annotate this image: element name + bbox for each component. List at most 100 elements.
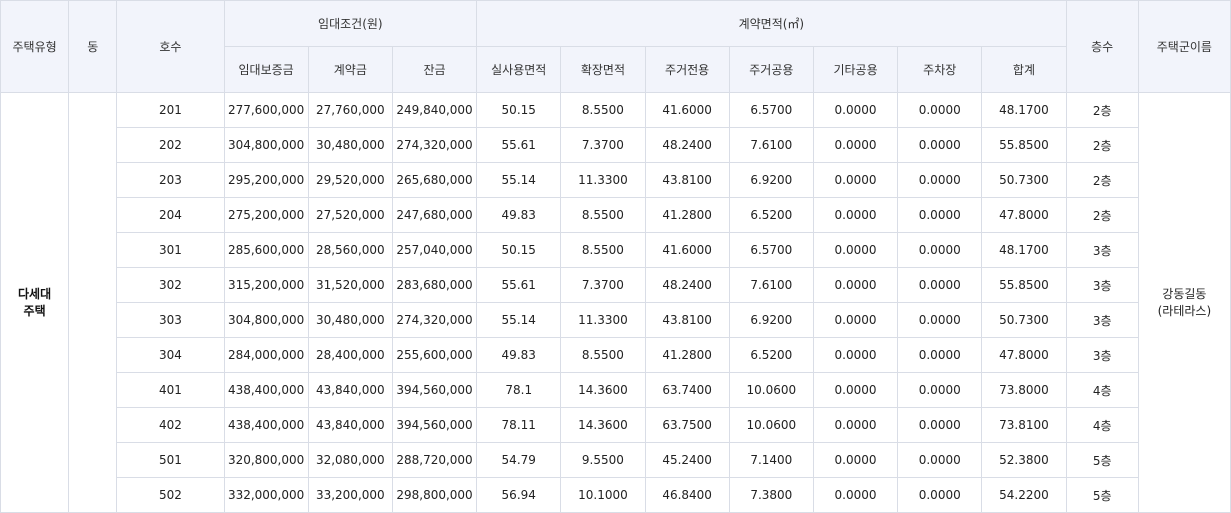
unit-number-cell: 502 [116, 477, 225, 513]
deposit-cell: 438,400,000 [223, 372, 309, 408]
balance-cell: 274,320,000 [391, 302, 478, 338]
unit-number-cell: 402 [116, 407, 225, 443]
floor-cell: 4층 [1065, 407, 1139, 443]
dong-cell [68, 92, 118, 513]
header-actual-area: 실사용면적 [476, 46, 562, 93]
actual-area-cell: 55.14 [476, 302, 562, 338]
table-row: 203 295,200,000 29,520,000 265,680,000 55.14… [1, 162, 1231, 198]
complex-name-cell: 강동길동 (라테라스) [1137, 92, 1231, 513]
floor-cell: 2층 [1065, 162, 1139, 198]
extension-area-cell: 14.3600 [560, 407, 646, 443]
common-area-cell: 6.9200 [728, 162, 814, 198]
unit-number-cell: 203 [116, 162, 225, 198]
private-area-cell: 41.2800 [644, 337, 730, 373]
unit-number-cell: 301 [116, 232, 225, 268]
deposit-cell: 277,600,000 [223, 92, 309, 128]
contract-fee-cell: 27,520,000 [307, 197, 393, 233]
contract-fee-cell: 28,560,000 [307, 232, 393, 268]
table-row: 다세대 주택 201 277,600,000 27,760,000 249,840,000… [0, 92, 1231, 513]
floor-cell: 3층 [1065, 267, 1139, 303]
header-lease-conditions: 임대조건(원) [223, 0, 478, 47]
total-area-cell: 52.3800 [981, 442, 1067, 478]
other-common-cell: 0.0000 [812, 407, 899, 443]
balance-cell: 298,800,000 [391, 477, 478, 513]
balance-cell: 257,040,000 [391, 232, 478, 268]
floor-cell: 4층 [1065, 372, 1139, 408]
floor-cell: 3층 [1065, 232, 1139, 268]
total-area-cell: 54.2200 [981, 477, 1067, 513]
table-body: 다세대 주택 201 277,600,000 27,760,000 249,840,000… [0, 92, 1231, 513]
contract-fee-cell: 29,520,000 [307, 162, 393, 198]
parking-cell: 0.0000 [897, 197, 983, 233]
parking-cell: 0.0000 [897, 302, 983, 338]
total-area-cell: 73.8100 [981, 407, 1067, 443]
header-parking: 주차장 [897, 46, 983, 93]
table-row: 304 284,000,000 28,400,000 255,600,000 49.83… [1, 337, 1231, 373]
other-common-cell: 0.0000 [812, 162, 899, 198]
private-area-cell: 46.8400 [644, 477, 730, 513]
total-area-cell: 47.8000 [981, 197, 1067, 233]
deposit-cell: 438,400,000 [223, 407, 309, 443]
balance-cell: 394,560,000 [391, 372, 478, 408]
common-area-cell: 7.1400 [728, 442, 814, 478]
contract-fee-cell: 32,080,000 [307, 442, 393, 478]
unit-number-cell: 202 [116, 127, 225, 163]
floor-cell: 5층 [1065, 442, 1139, 478]
private-area-cell: 41.2800 [644, 197, 730, 233]
balance-cell: 249,840,000 [391, 92, 478, 128]
other-common-cell: 0.0000 [812, 477, 899, 513]
parking-cell: 0.0000 [897, 442, 983, 478]
common-area-cell: 7.3800 [728, 477, 814, 513]
other-common-cell: 0.0000 [812, 232, 899, 268]
contract-fee-cell: 31,520,000 [307, 267, 393, 303]
other-common-cell: 0.0000 [812, 197, 899, 233]
other-common-cell: 0.0000 [812, 92, 899, 128]
parking-cell: 0.0000 [897, 127, 983, 163]
table-row: 402 438,400,000 43,840,000 394,560,000 78.11… [1, 407, 1231, 443]
parking-cell: 0.0000 [897, 407, 983, 443]
header-complex-name: 주택군이름 [1137, 0, 1231, 93]
header-balance: 잔금 [391, 46, 478, 93]
table-header: 주택유형 동 호수 임대조건(원) 계약면적(㎡) 층수 주택군이름 임대보증금… [0, 0, 1231, 93]
parking-cell: 0.0000 [897, 477, 983, 513]
other-common-cell: 0.0000 [812, 302, 899, 338]
private-area-cell: 63.7500 [644, 407, 730, 443]
unit-number-cell: 204 [116, 197, 225, 233]
balance-cell: 265,680,000 [391, 162, 478, 198]
floor-cell: 2층 [1065, 197, 1139, 233]
parking-cell: 0.0000 [897, 372, 983, 408]
table-row: 401 438,400,000 43,840,000 394,560,000 78.1 1… [1, 372, 1231, 408]
actual-area-cell: 49.83 [476, 197, 562, 233]
private-area-cell: 43.8100 [644, 162, 730, 198]
extension-area-cell: 10.1000 [560, 477, 646, 513]
contract-fee-cell: 30,480,000 [307, 127, 393, 163]
floor-cell: 2층 [1065, 127, 1139, 163]
actual-area-cell: 50.15 [476, 92, 562, 128]
deposit-cell: 295,200,000 [223, 162, 309, 198]
balance-cell: 288,720,000 [391, 442, 478, 478]
floor-cell: 3층 [1065, 302, 1139, 338]
common-area-cell: 6.5700 [728, 92, 814, 128]
header-deposit: 임대보증금 [223, 46, 309, 93]
actual-area-cell: 49.83 [476, 337, 562, 373]
header-contract-area: 계약면적(㎡) [476, 0, 1067, 47]
extension-area-cell: 8.5500 [560, 232, 646, 268]
deposit-cell: 304,800,000 [223, 302, 309, 338]
header-other-common: 기타공용 [812, 46, 899, 93]
header-common-area: 주거공용 [728, 46, 814, 93]
extension-area-cell: 8.5500 [560, 92, 646, 128]
unit-number-cell: 302 [116, 267, 225, 303]
actual-area-cell: 55.61 [476, 127, 562, 163]
actual-area-cell: 78.11 [476, 407, 562, 443]
private-area-cell: 45.2400 [644, 442, 730, 478]
private-area-cell: 63.7400 [644, 372, 730, 408]
table-row: 501 320,800,000 32,080,000 288,720,000 54.79… [1, 442, 1231, 478]
total-area-cell: 48.1700 [981, 232, 1067, 268]
extension-area-cell: 11.3300 [560, 162, 646, 198]
balance-cell: 247,680,000 [391, 197, 478, 233]
header-private-area: 주거전용 [644, 46, 730, 93]
private-area-cell: 43.8100 [644, 302, 730, 338]
deposit-cell: 320,800,000 [223, 442, 309, 478]
extension-area-cell: 8.5500 [560, 197, 646, 233]
common-area-cell: 6.9200 [728, 302, 814, 338]
